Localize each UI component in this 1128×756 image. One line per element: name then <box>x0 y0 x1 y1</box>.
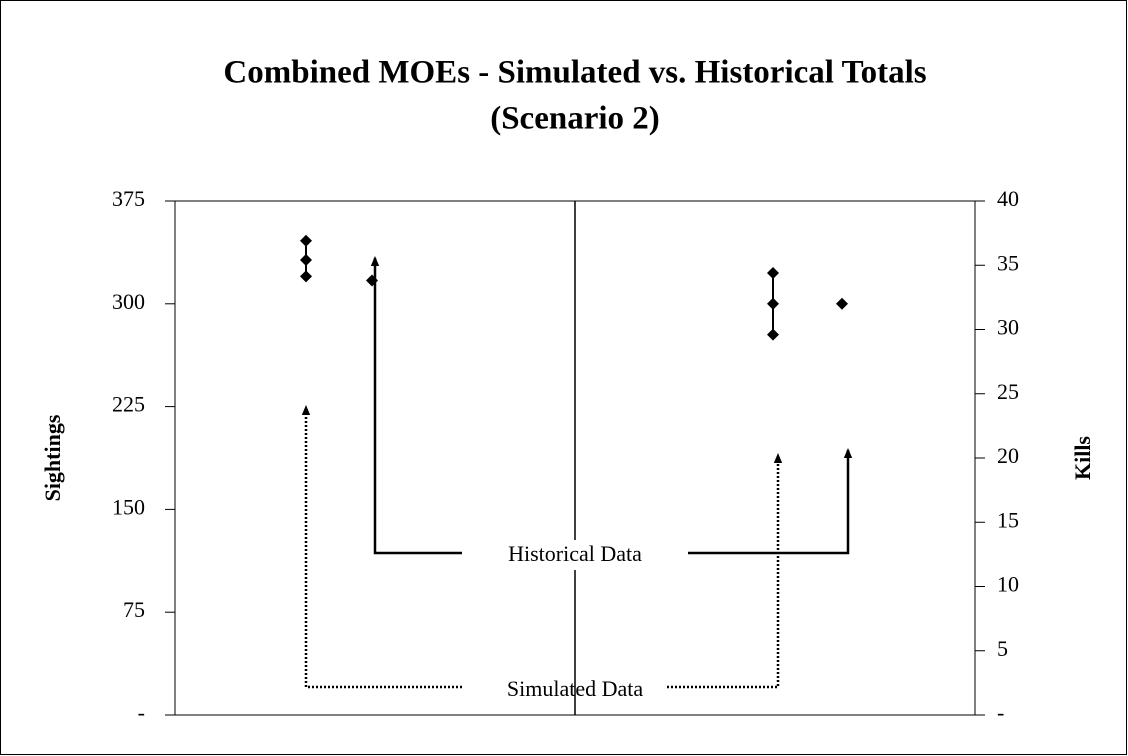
point <box>767 297 779 310</box>
y2-tick-label: 20 <box>997 443 1019 468</box>
y2-tick-label: 15 <box>997 507 1019 532</box>
annotation: Simulated Data <box>507 676 643 701</box>
y-tick-label: 75 <box>123 597 145 622</box>
y2-tick-label: 35 <box>997 250 1019 275</box>
y-tick-label: - <box>138 700 145 725</box>
historical-arrows <box>375 258 848 555</box>
point <box>300 253 312 266</box>
y2-tick-label: 10 <box>997 572 1019 597</box>
y-tick-label: 150 <box>112 494 145 519</box>
y-tick-label: 375 <box>112 186 145 211</box>
annotation: Historical Data <box>508 541 642 566</box>
point <box>366 274 378 287</box>
point <box>300 234 312 247</box>
chart-title: Combined MOEs - Simulated vs. Historical… <box>223 55 926 91</box>
y2-axis-label: Kills <box>1070 436 1095 480</box>
point <box>767 266 779 279</box>
point <box>836 297 848 310</box>
y2-tick-label: 25 <box>997 379 1019 404</box>
y2-tick-label: 40 <box>997 186 1019 211</box>
y2-tick-label: 5 <box>997 636 1008 661</box>
simulated-arrows <box>306 407 778 689</box>
point <box>767 328 779 341</box>
y-tick-label: 300 <box>112 289 145 314</box>
y2-tick-label: - <box>997 700 1004 725</box>
y-axis-label: Sightings <box>40 414 65 501</box>
y2-tick-label: 30 <box>997 315 1019 340</box>
label-bg <box>466 540 684 570</box>
chart-subtitle: (Scenario 2) <box>490 101 660 137</box>
y-tick-label: 225 <box>112 392 145 417</box>
point <box>300 270 312 283</box>
